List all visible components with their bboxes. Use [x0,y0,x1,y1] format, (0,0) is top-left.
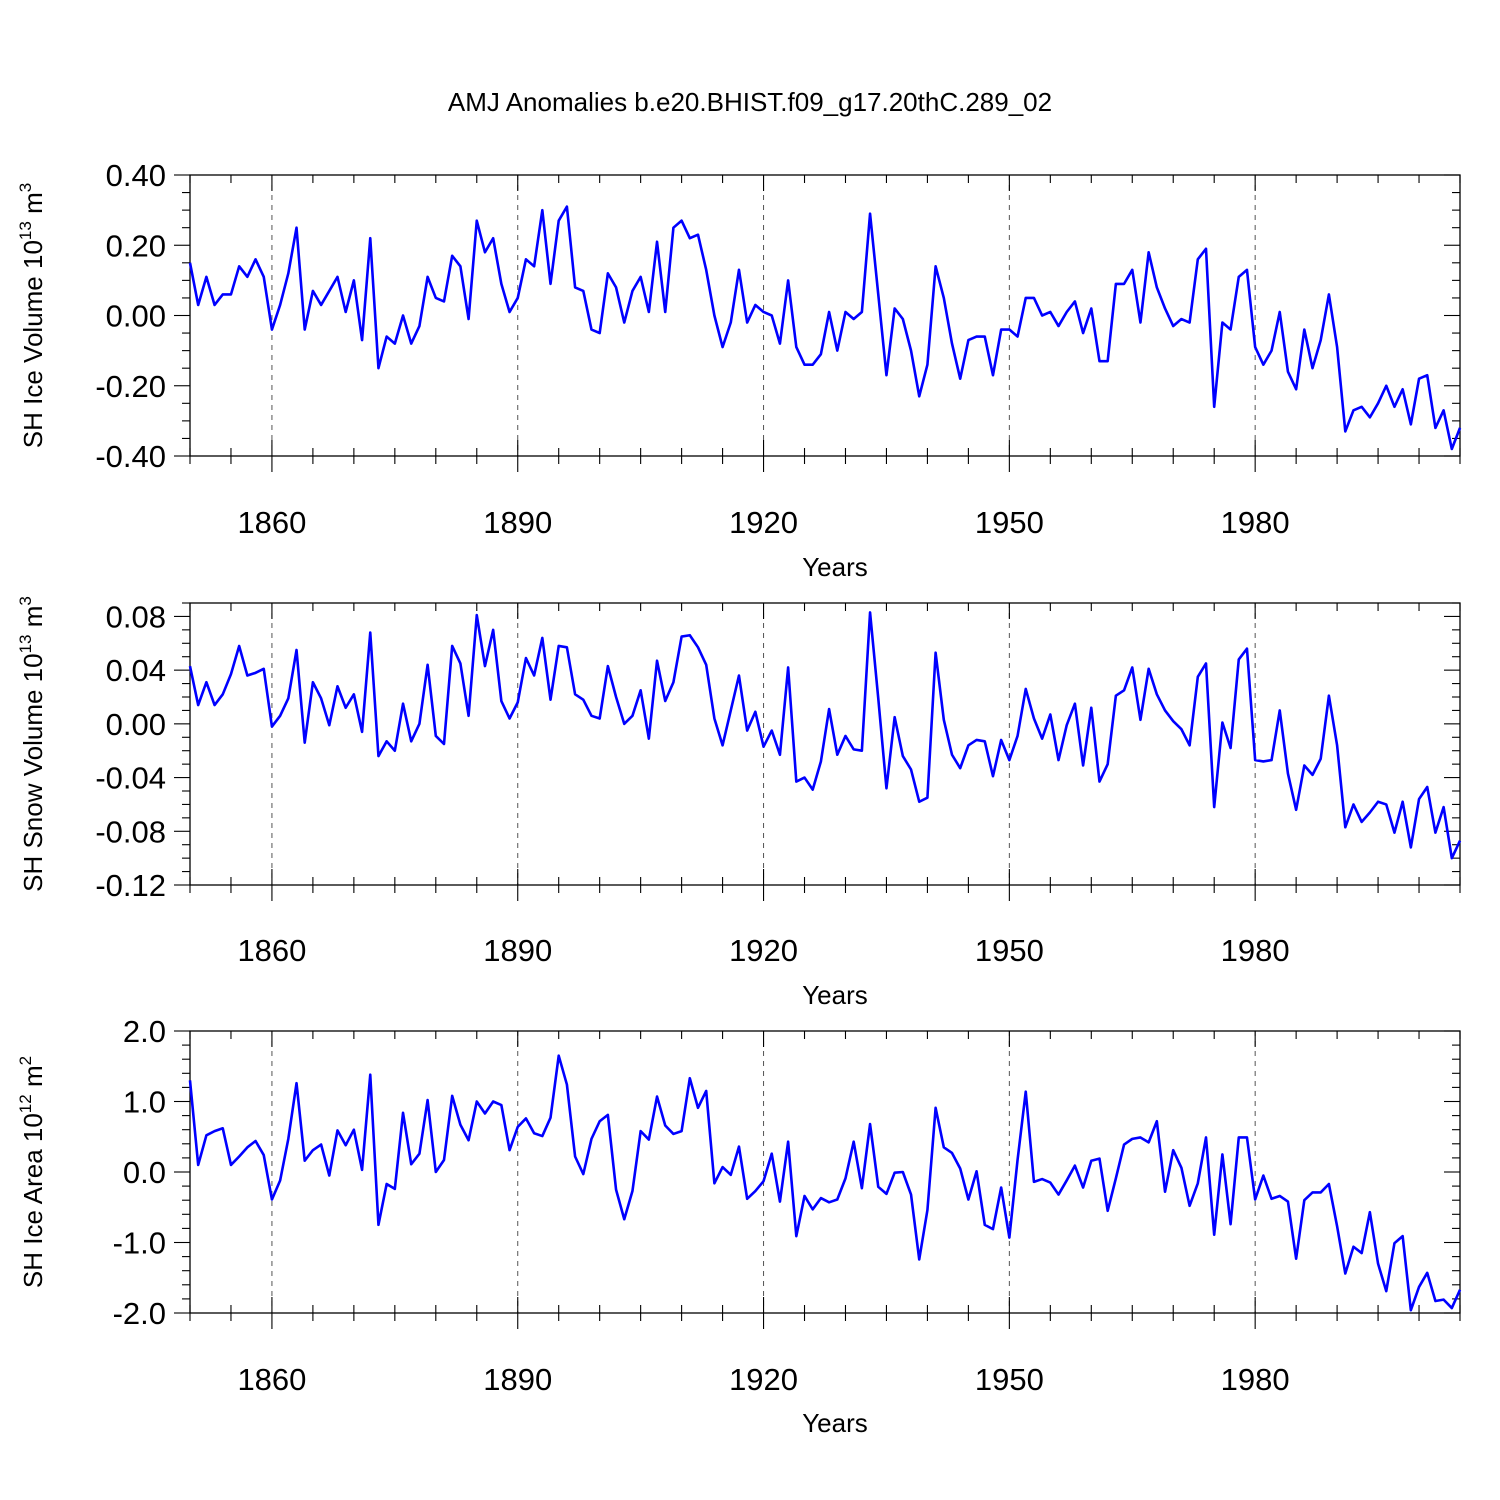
ice-area-y-title-exp: 12 [16,1094,35,1113]
ice-volume-y-axis-title: SH Ice Volume 1013 m3 [16,183,48,448]
snow-volume-y-tick-label: -0.08 [95,814,166,849]
ice-volume-x-axis-title: Years [802,552,868,582]
ice-area-x-tick-label: 1860 [237,1362,306,1397]
ice-volume-x-tick-label: 1980 [1221,505,1290,540]
panel-ice-volume: -0.40 -0.20 0.00 0.20 0.40 1860 1890 1920 1950 19… [16,158,1462,582]
snow-volume-x-tick-label: 1920 [729,933,798,968]
ice-area-y-title-unit: m [18,1065,48,1094]
ice-area-y-tick-label: 1.0 [123,1085,166,1120]
snow-volume-series-line [188,611,1462,860]
snow-volume-y-tick-label: 0.00 [106,707,166,742]
ice-area-y-tick-label: -1.0 [113,1226,166,1261]
ice-volume-frame [189,174,1461,457]
ice-area-x-tick-label: 1920 [729,1362,798,1397]
ice-area-x-tick-label: 1890 [483,1362,552,1397]
ice-area-x-tick-label: 1950 [975,1362,1044,1397]
ice-area-series-line [188,1054,1462,1312]
snow-volume-x-tick-label: 1980 [1221,933,1290,968]
snow-volume-y-title-exp: 13 [16,634,35,653]
ice-volume-y-title-exp: 13 [16,221,35,240]
figure-title: AMJ Anomalies b.e20.BHIST.f09_g17.20thC.… [448,87,1052,117]
snow-volume-y-tick-label: 0.08 [106,599,166,634]
snow-volume-x-tick-label: 1860 [237,933,306,968]
snow-volume-y-tick-label: -0.12 [95,868,166,903]
ice-area-y-title-main: SH Ice Area 10 [18,1113,48,1288]
ice-area-y-axis-title: SH Ice Area 1012 m2 [16,1056,48,1288]
ice-area-frame [189,1030,1461,1314]
snow-volume-y-title-unit: m [18,606,48,635]
snow-volume-y-title-main: SH Snow Volume 10 [18,653,48,891]
panel-snow-volume: -0.12 -0.08 -0.04 0.00 0.04 0.08 1860 1890 1920 1… [16,596,1462,1010]
panel-ice-area: -2.0 -1.0 0.0 1.0 2.0 1860 1890 1920 1950 1980 Yea… [16,1014,1462,1438]
snow-volume-y-tick-label: -0.04 [95,761,166,796]
ice-volume-y-tick-label: -0.20 [95,369,166,404]
ice-area-y-tick-label: 0.0 [123,1155,166,1190]
ice-volume-x-tick-label: 1920 [729,505,798,540]
ice-volume-y-tick-label: 0.00 [106,299,166,334]
ice-area-y-title-unit-exp: 2 [16,1056,35,1065]
snow-volume-x-tick-label: 1950 [975,933,1044,968]
ice-volume-y-title-unit: m [18,192,48,221]
ice-area-x-tick-label: 1980 [1221,1362,1290,1397]
ice-volume-y-title-unit-exp: 3 [16,183,35,192]
ice-volume-x-tick-label: 1950 [975,505,1044,540]
ice-area-x-axis-title: Years [802,1408,868,1438]
ice-volume-y-tick-label: 0.20 [106,228,166,263]
ice-volume-series-line [188,205,1462,451]
snow-volume-y-tick-label: 0.04 [106,653,166,688]
ice-area-y-tick-label: -2.0 [113,1296,166,1331]
snow-volume-y-axis-title: SH Snow Volume 1013 m3 [16,596,48,892]
snow-volume-x-axis-title: Years [802,980,868,1010]
snow-volume-x-tick-label: 1890 [483,933,552,968]
ice-volume-y-tick-label: -0.40 [95,439,166,474]
ice-volume-y-title-main: SH Ice Volume 10 [18,240,48,448]
snow-volume-y-title-unit-exp: 3 [16,596,35,605]
ice-volume-y-tick-label: 0.40 [106,158,166,193]
ice-volume-x-tick-label: 1890 [483,505,552,540]
snow-volume-frame [189,602,1461,886]
ice-area-y-tick-label: 2.0 [123,1014,166,1049]
ice-volume-x-tick-label: 1860 [237,505,306,540]
